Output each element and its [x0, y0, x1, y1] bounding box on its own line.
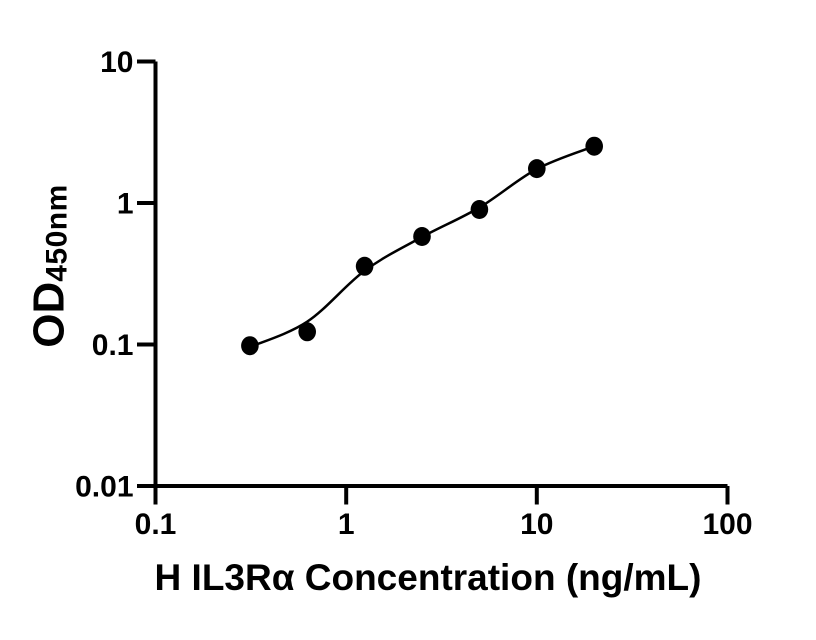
x-axis-title-text: H IL3Rα Concentration (ng/mL) [154, 557, 702, 598]
y-axis-title-main: OD [24, 281, 74, 348]
x-tick-label: 0.1 [135, 508, 177, 541]
y-tick-label: 0.1 [92, 329, 134, 362]
x-tick-label: 100 [702, 508, 752, 541]
data-point-marker [528, 159, 546, 179]
y-axis-title-subscript: 450nm [40, 184, 74, 282]
data-point-marker [585, 136, 603, 156]
y-tick-label: 0.01 [75, 471, 133, 504]
y-tick-label: 10 [100, 46, 133, 79]
fit-curve-line [249, 145, 595, 349]
x-axis-title: H IL3Rα Concentration (ng/mL) [155, 559, 702, 596]
data-point-marker [241, 336, 259, 356]
data-point-marker [413, 227, 431, 246]
y-tick-label: 1 [117, 188, 134, 221]
x-tick-label: 1 [338, 508, 355, 541]
y-axis-title: OD450nm [24, 184, 74, 348]
x-tick-label: 10 [520, 508, 553, 541]
data-point-marker [298, 322, 317, 342]
data-point-marker [470, 200, 489, 219]
data-point-marker [355, 256, 374, 276]
